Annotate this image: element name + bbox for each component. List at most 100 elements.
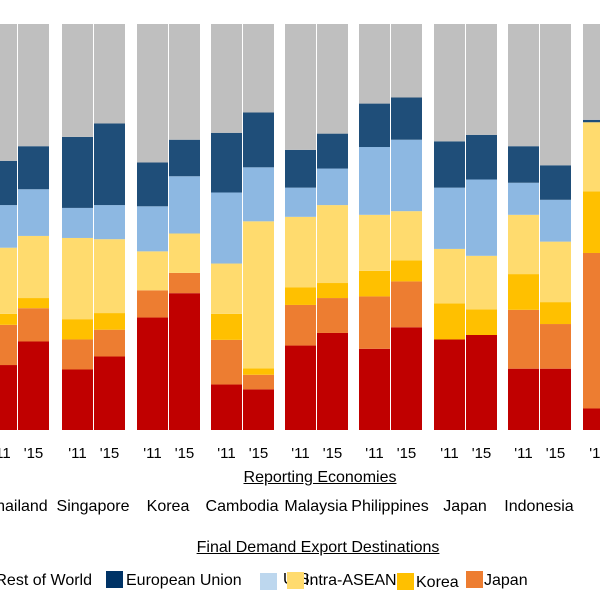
bar-segment	[317, 168, 348, 206]
bar-segment	[466, 309, 497, 335]
bar-segment	[94, 329, 125, 357]
group-label: Korea	[146, 498, 190, 515]
year-tick-label: '15	[24, 445, 44, 462]
bar-segment	[466, 334, 497, 430]
bar-segment	[508, 309, 539, 369]
bar-segment	[0, 205, 17, 248]
bar-segment	[0, 324, 17, 366]
bar-segment	[137, 206, 168, 252]
bar-segment	[137, 162, 168, 207]
bar-segment	[583, 122, 600, 192]
bar-segment	[317, 283, 348, 299]
bar-segment	[508, 274, 539, 310]
bar-segment	[583, 24, 600, 120]
bar-segment	[169, 293, 200, 430]
bar-segment	[62, 319, 93, 340]
bar-segment	[62, 207, 93, 238]
bar-segment	[169, 139, 200, 177]
bar-segment	[62, 24, 93, 137]
bar-segment	[94, 313, 125, 330]
bar-segment	[508, 24, 539, 147]
bar-segment	[317, 24, 348, 134]
bar-segment	[18, 308, 49, 342]
bar-segment	[18, 235, 49, 299]
year-tick-label: '15	[546, 445, 566, 462]
bar-segment	[285, 345, 316, 430]
bar-segment	[243, 368, 274, 375]
year-tick-label: '15	[100, 445, 120, 462]
bar-segment	[540, 24, 571, 166]
bar-segment	[391, 211, 422, 261]
bar-segment	[466, 24, 497, 135]
year-tick-label: '11	[365, 445, 383, 462]
group-label: Philippines	[351, 498, 429, 515]
bar-segment	[94, 356, 125, 430]
bar-segment	[583, 408, 600, 430]
group-label: Indonesia	[504, 498, 574, 515]
bar-segment	[18, 341, 49, 430]
bar-segment	[0, 24, 17, 161]
bar-segment	[211, 192, 242, 264]
group-label: Malaysia	[284, 498, 348, 515]
bar-segment	[317, 205, 348, 284]
bar-segment	[62, 369, 93, 430]
bar-segment	[466, 134, 497, 180]
bar-segment	[0, 365, 17, 430]
legend-swatch-korea	[397, 573, 414, 590]
bar-segment	[285, 187, 316, 217]
bar-segment	[466, 255, 497, 310]
bar-segment	[434, 24, 465, 142]
year-tick-label: '11	[514, 445, 532, 462]
bar-segment	[243, 112, 274, 168]
bar-segment	[211, 313, 242, 340]
bar-segment	[583, 252, 600, 409]
bar-segment	[391, 24, 422, 98]
bar-segment	[317, 332, 348, 430]
bar-segment	[169, 176, 200, 234]
year-tick-label: '11	[143, 445, 161, 462]
bar-segment	[62, 237, 93, 320]
bar-segment	[285, 287, 316, 305]
bar-segment	[243, 24, 274, 113]
bar-segment	[0, 313, 17, 325]
bar-segment	[243, 221, 274, 369]
group-label: Singapore	[56, 498, 130, 515]
bar-segment	[137, 317, 168, 430]
bar-segment	[18, 24, 49, 147]
group-label: Thailand	[0, 498, 48, 515]
bar-segment	[137, 24, 168, 163]
bar-segment	[211, 384, 242, 430]
bar-segment	[359, 270, 390, 297]
legend-swatch-japan	[466, 571, 483, 588]
bar-segment	[169, 24, 200, 140]
year-tick-label: '15	[397, 445, 417, 462]
bar-segment	[94, 24, 125, 124]
bar-segment	[540, 302, 571, 325]
group-label: Japan	[443, 498, 487, 515]
bar-segment	[434, 303, 465, 340]
year-tick-label: '15	[323, 445, 343, 462]
legend-swatch-european-union	[106, 571, 123, 588]
bar-segment	[359, 147, 390, 215]
year-tick-label: '11	[291, 445, 309, 462]
bar-segment	[317, 298, 348, 333]
group-label: Cambodia	[205, 498, 279, 515]
legend-label-rest-of-world: Rest of World	[0, 572, 92, 589]
bar-segment	[391, 327, 422, 430]
legend-swatch-intra-asean	[287, 572, 304, 589]
bar-segment	[18, 298, 49, 309]
year-tick-label: '15	[472, 445, 492, 462]
legend-label-japan: Japan	[484, 572, 528, 589]
bar-segment	[508, 182, 539, 215]
bar-segment	[62, 339, 93, 370]
bar-segment	[285, 216, 316, 288]
bar-segment	[359, 214, 390, 271]
year-tick-label: '15	[249, 445, 269, 462]
bar-segment	[243, 389, 274, 430]
legend-label-european-union: European Union	[126, 572, 242, 589]
bar-segment	[243, 374, 274, 390]
bar-segment	[18, 146, 49, 190]
bar-segment	[169, 272, 200, 294]
bar-segment	[94, 205, 125, 240]
bar-segment	[0, 247, 17, 314]
